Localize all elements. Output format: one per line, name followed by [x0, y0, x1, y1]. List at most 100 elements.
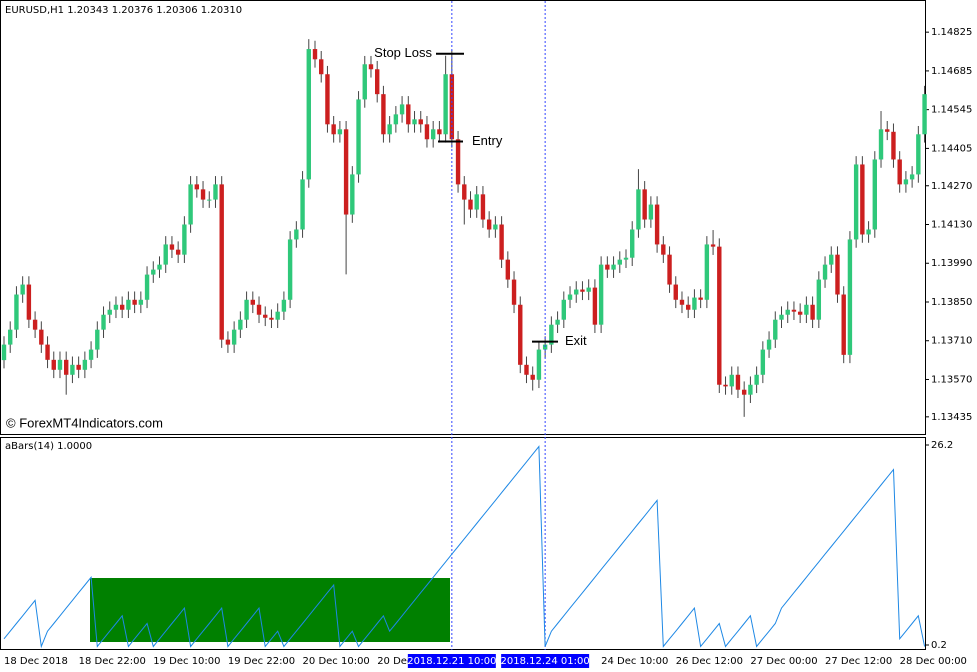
candle-body	[829, 254, 834, 265]
candle-body	[835, 254, 840, 295]
candle-body	[182, 224, 187, 255]
chart-title: EURUSD,H1 1.20343 1.20376 1.20306 1.2031…	[5, 5, 242, 16]
candle-body	[151, 269, 156, 275]
candle-body	[157, 264, 162, 270]
candle-body	[766, 339, 772, 350]
candle-body	[14, 294, 19, 330]
y-tick-label: 1.14545	[931, 105, 972, 116]
main-pane	[0, 0, 926, 435]
indicator-line	[3, 445, 926, 649]
candle-body	[107, 309, 112, 315]
candle-body	[922, 94, 927, 135]
candle-body	[418, 119, 423, 125]
candle-body	[1, 344, 7, 361]
candle-body	[710, 244, 716, 247]
candle-body	[343, 129, 349, 215]
candle-body	[773, 319, 778, 340]
candle-body	[213, 184, 218, 200]
candle-body	[536, 349, 542, 380]
candle-body	[45, 344, 50, 360]
candle-body	[735, 374, 741, 390]
x-tick-label: 24 Dec 10:00	[601, 656, 668, 667]
candle-body	[779, 314, 784, 320]
candle-body	[319, 59, 324, 75]
candle-body	[704, 244, 710, 300]
candle-body	[350, 174, 355, 215]
x-tick-label: 28 Dec 00:00	[900, 656, 967, 667]
y-tick-label: 1.13990	[931, 258, 972, 269]
candle-body	[549, 324, 554, 345]
candle-body	[32, 319, 38, 330]
candle-body	[648, 204, 654, 220]
candle-body	[462, 184, 467, 200]
candle-body	[82, 359, 88, 370]
candle-body	[337, 129, 343, 135]
candle-body	[275, 311, 280, 320]
candle-body	[163, 244, 168, 265]
candle-body	[294, 229, 299, 240]
candle-body	[356, 99, 361, 175]
y-tick-label: 1.13710	[931, 336, 972, 347]
candle-body	[518, 304, 523, 365]
candle-body	[132, 299, 137, 305]
candle-body	[505, 259, 511, 280]
candle-body	[238, 319, 243, 330]
candle-body	[486, 219, 492, 230]
candle-body	[406, 104, 411, 125]
y-tick-label: 1.14685	[931, 66, 972, 77]
candle-body	[636, 189, 641, 230]
candle-body	[847, 239, 853, 355]
candle-body	[256, 304, 262, 315]
candle-body	[580, 289, 585, 292]
candle-body	[194, 184, 200, 190]
candle-body	[306, 49, 311, 180]
candle-body	[57, 359, 63, 370]
candle-body	[437, 129, 442, 135]
candle-body	[511, 279, 517, 305]
candle-body	[916, 134, 921, 175]
candle-body	[661, 244, 666, 255]
candle-body	[8, 329, 13, 345]
candle-body	[287, 239, 293, 300]
candle-body	[872, 159, 877, 230]
candle-body	[654, 204, 660, 245]
candle-body	[219, 184, 224, 340]
candle-body	[175, 249, 181, 255]
candle-body	[866, 229, 871, 235]
candle-body	[325, 74, 330, 125]
candle-body	[225, 339, 231, 345]
candle-body	[424, 124, 430, 140]
highlight-zone	[90, 578, 450, 642]
watermark: © ForexMT4Indicators.com	[6, 415, 163, 430]
candle-body	[878, 129, 884, 160]
candle-body	[499, 224, 504, 260]
candle-body	[891, 131, 896, 160]
candle-body	[617, 259, 622, 265]
candle-body	[393, 114, 399, 125]
y-tick-label: 1.14405	[931, 143, 972, 154]
candle-body	[605, 264, 610, 270]
indicator-pane	[0, 437, 926, 650]
candle-body	[630, 229, 635, 258]
candle-body	[853, 164, 859, 240]
candle-body	[760, 349, 766, 375]
candle-body	[468, 199, 473, 210]
candle-body	[126, 299, 131, 310]
candle-body	[885, 129, 890, 132]
level-label: Stop Loss	[374, 45, 432, 60]
candle-body	[611, 264, 616, 270]
y-tick-label: 1.13570	[931, 374, 972, 385]
candle-body	[88, 349, 94, 360]
candle-body	[412, 119, 417, 125]
candle-body	[754, 374, 759, 385]
candle-body	[188, 184, 193, 225]
candle-body	[312, 49, 318, 60]
x-tick-label: 18 Dec 2018	[4, 656, 68, 667]
candle-body	[138, 299, 144, 305]
x-tick-label: 2018.12.21 10:00	[407, 656, 496, 667]
y-tick-label: 1.13850	[931, 297, 972, 308]
candle-body	[39, 329, 44, 345]
candle-body	[95, 329, 100, 350]
x-tick-label: 27 Dec 12:00	[825, 656, 892, 667]
candle-body	[686, 304, 691, 310]
